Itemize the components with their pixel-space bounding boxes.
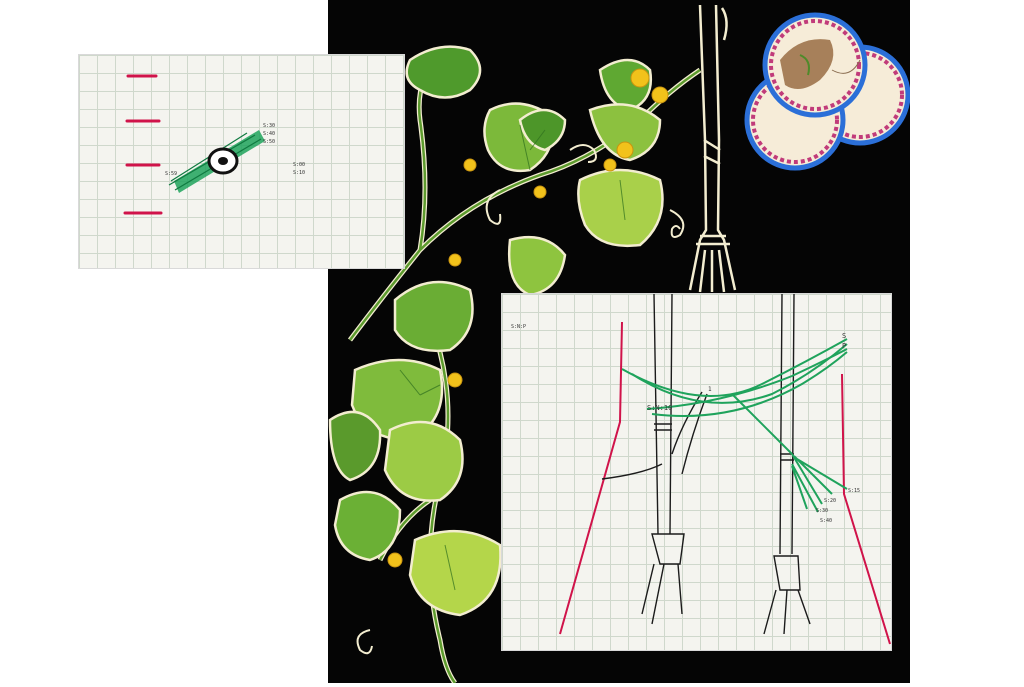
sketch-card-bottom-right: S:N:P S:N:10 S P S:15 S:20 S:30 S:40 1 [502, 294, 891, 650]
sketch-b-label: P [842, 342, 847, 350]
stake-marks [123, 74, 163, 215]
sketch-b-label: S [842, 332, 847, 340]
sketch-card-top-left: S:30 S:40 S:50 S:59 S:00 S:10 [79, 55, 404, 268]
stake-guides [559, 321, 891, 645]
circular-botanical-badges [744, 12, 911, 171]
sketch-b-label: 1 [708, 386, 712, 393]
sketch-a-label: S:00 [293, 162, 306, 168]
sketch-a-label: S:10 [293, 170, 306, 176]
sketch-a-label: S:59 [165, 171, 178, 177]
sketch-b-label: S:30 [816, 508, 829, 514]
sketch-b-label: S:40 [820, 518, 833, 524]
sketch-a-label: S:40 [263, 131, 276, 137]
sketch-b-stake-label: S:N:10 [647, 404, 673, 412]
cucumber-vine-illustration [328, 4, 911, 685]
sketch-b-label: S:15 [848, 488, 861, 494]
sketch-b-header: S:N:P [511, 324, 527, 330]
stem-cross-section [168, 130, 265, 193]
stake-drawing [601, 294, 811, 635]
sketch-a-label: S:30 [263, 123, 276, 129]
sketch-b-label: S:20 [824, 498, 837, 504]
sketch-a-label: S:50 [263, 139, 276, 145]
vine-growth-traces [621, 338, 848, 513]
wooden-stake-illustration [688, 4, 737, 293]
